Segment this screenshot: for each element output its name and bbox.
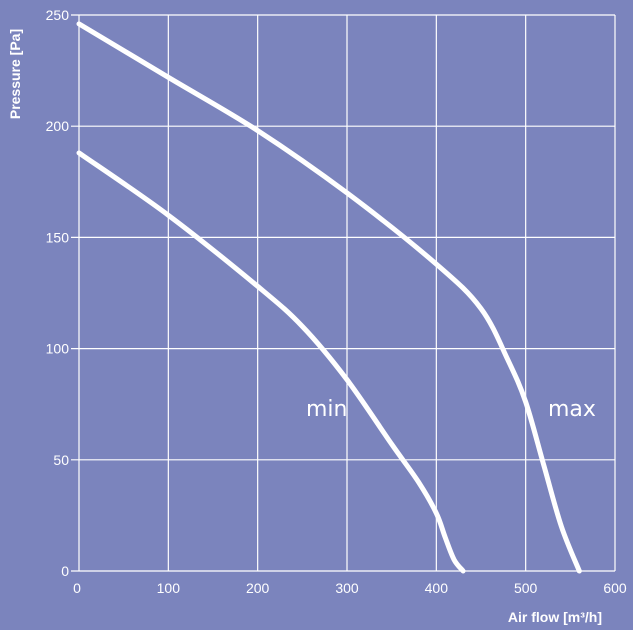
series-label-max: max [548,397,596,422]
y-tick-labels: 0 50 100 150 200 250 [46,7,70,579]
y-tick-label: 100 [46,341,70,357]
series-lines [76,21,582,574]
x-tick-label: 200 [246,580,270,596]
x-tick-label: 500 [514,580,538,596]
y-tick-label: 50 [53,452,69,468]
series-label-min: min [306,397,348,422]
x-tick-labels: 0 100 200 300 400 500 600 [73,580,627,596]
x-tick-label: 100 [157,580,181,596]
series-line-max [76,21,582,574]
y-tick-label: 0 [61,563,69,579]
grid-lines [71,14,616,572]
x-axis-title: Air flow [m³/h] [508,609,602,625]
x-tick-label: 400 [425,580,449,596]
y-tick-label: 250 [46,7,70,23]
series-labels: max min [306,397,596,422]
y-axis-title: Pressure [Pa] [7,29,23,119]
x-tick-label: 300 [335,580,359,596]
y-tick-label: 200 [46,118,70,134]
x-tick-label: 0 [73,580,81,596]
series-line-min [76,150,466,574]
y-tick-label: 150 [46,229,70,245]
x-tick-label: 600 [603,580,627,596]
